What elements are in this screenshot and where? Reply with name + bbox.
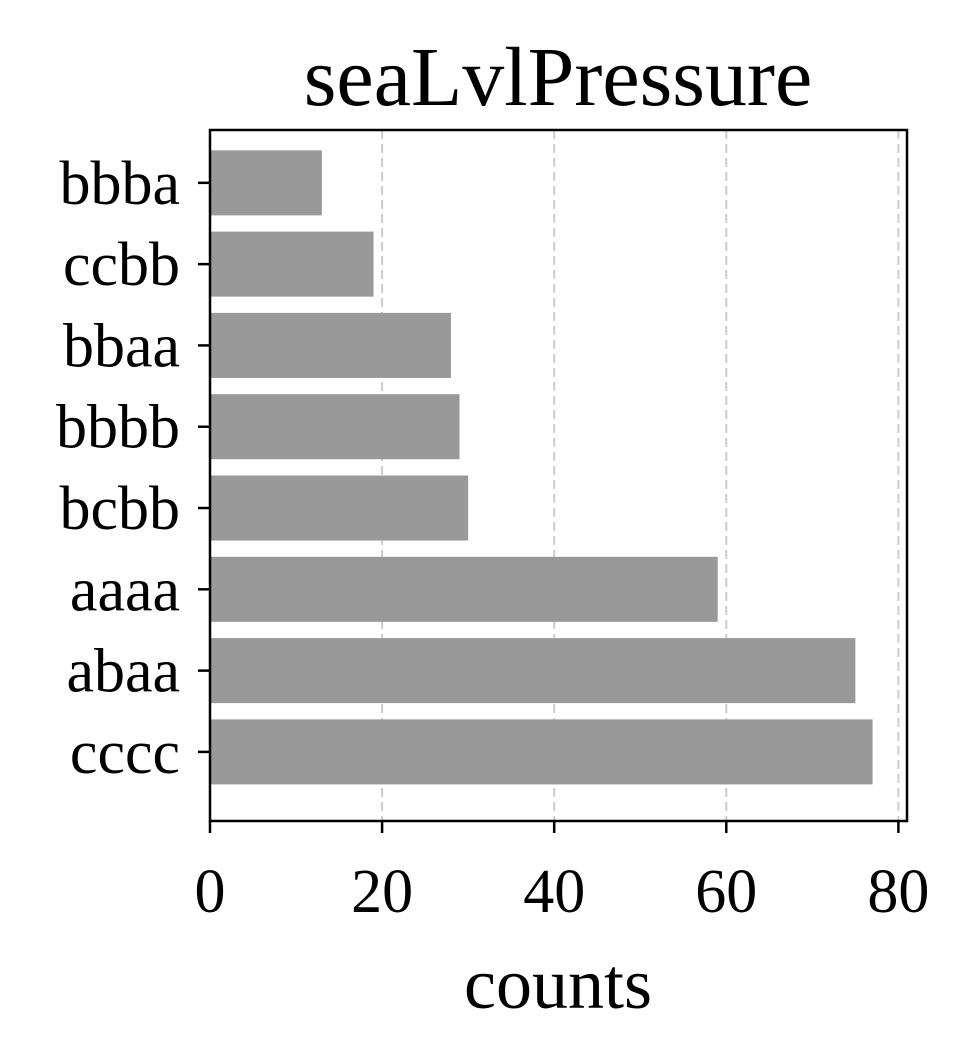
grid-lines: [381, 130, 900, 821]
bar-bcbb: [210, 475, 469, 541]
x-tick-label-1: 20: [351, 858, 413, 926]
y-axis-ticks: bbba ccbb bbaa bbbb bcbb aaaa abaa cccc: [56, 150, 210, 787]
bar-bbba: [210, 150, 322, 216]
y-tick-label-bcbb: bcbb: [59, 475, 180, 543]
x-tick-label-4: 80: [867, 858, 929, 926]
y-tick-label-bbaa: bbaa: [63, 312, 180, 380]
plot-frame: [208, 128, 909, 823]
bar-aaaa: [210, 556, 718, 622]
y-tick-label-bbbb: bbbb: [56, 394, 180, 462]
bar-abaa: [210, 638, 856, 704]
chart-title: seaLvlPressure: [304, 31, 813, 124]
x-axis-ticks: 0 20 40 60 80: [195, 821, 929, 926]
bar-bbaa: [210, 312, 451, 378]
x-tick-label-3: 60: [695, 858, 757, 926]
y-tick-label-bbba: bbba: [59, 150, 180, 218]
x-axis-label: counts: [464, 944, 652, 1024]
x-tick-label-0: 0: [195, 858, 226, 926]
bars: [210, 150, 873, 785]
bar-bbbb: [210, 394, 460, 460]
bar-ccbb: [210, 231, 374, 297]
y-tick-label-aaaa: aaaa: [70, 556, 180, 624]
bar-cccc: [210, 719, 873, 785]
y-tick-label-cccc: cccc: [70, 719, 180, 787]
y-tick-label-ccbb: ccbb: [63, 231, 180, 299]
x-tick-label-2: 40: [523, 858, 585, 926]
y-tick-label-abaa: abaa: [66, 638, 180, 706]
